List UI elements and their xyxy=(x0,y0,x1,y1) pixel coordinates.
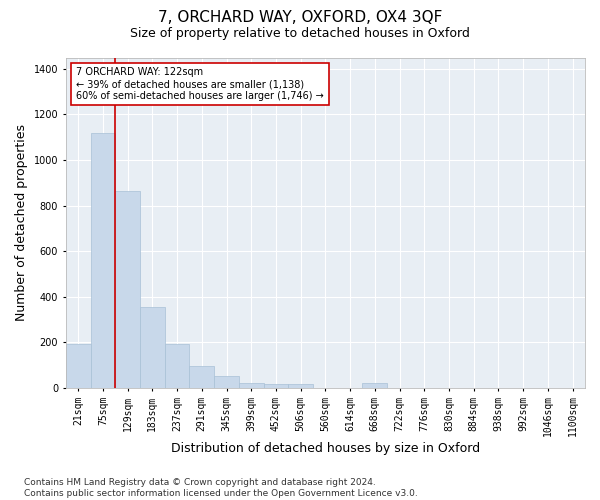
X-axis label: Distribution of detached houses by size in Oxford: Distribution of detached houses by size … xyxy=(171,442,480,455)
Bar xyxy=(91,132,115,388)
Y-axis label: Number of detached properties: Number of detached properties xyxy=(15,124,28,321)
Bar xyxy=(239,382,263,388)
Bar xyxy=(66,344,91,388)
Bar xyxy=(190,366,214,388)
Bar xyxy=(115,190,140,388)
Bar xyxy=(263,384,289,388)
Bar xyxy=(362,383,387,388)
Bar xyxy=(140,307,165,388)
Bar xyxy=(289,384,313,388)
Text: 7 ORCHARD WAY: 122sqm
← 39% of detached houses are smaller (1,138)
60% of semi-d: 7 ORCHARD WAY: 122sqm ← 39% of detached … xyxy=(76,68,324,100)
Bar xyxy=(214,376,239,388)
Text: Contains HM Land Registry data © Crown copyright and database right 2024.
Contai: Contains HM Land Registry data © Crown c… xyxy=(24,478,418,498)
Bar xyxy=(165,344,190,388)
Text: 7, ORCHARD WAY, OXFORD, OX4 3QF: 7, ORCHARD WAY, OXFORD, OX4 3QF xyxy=(158,10,442,25)
Text: Size of property relative to detached houses in Oxford: Size of property relative to detached ho… xyxy=(130,28,470,40)
